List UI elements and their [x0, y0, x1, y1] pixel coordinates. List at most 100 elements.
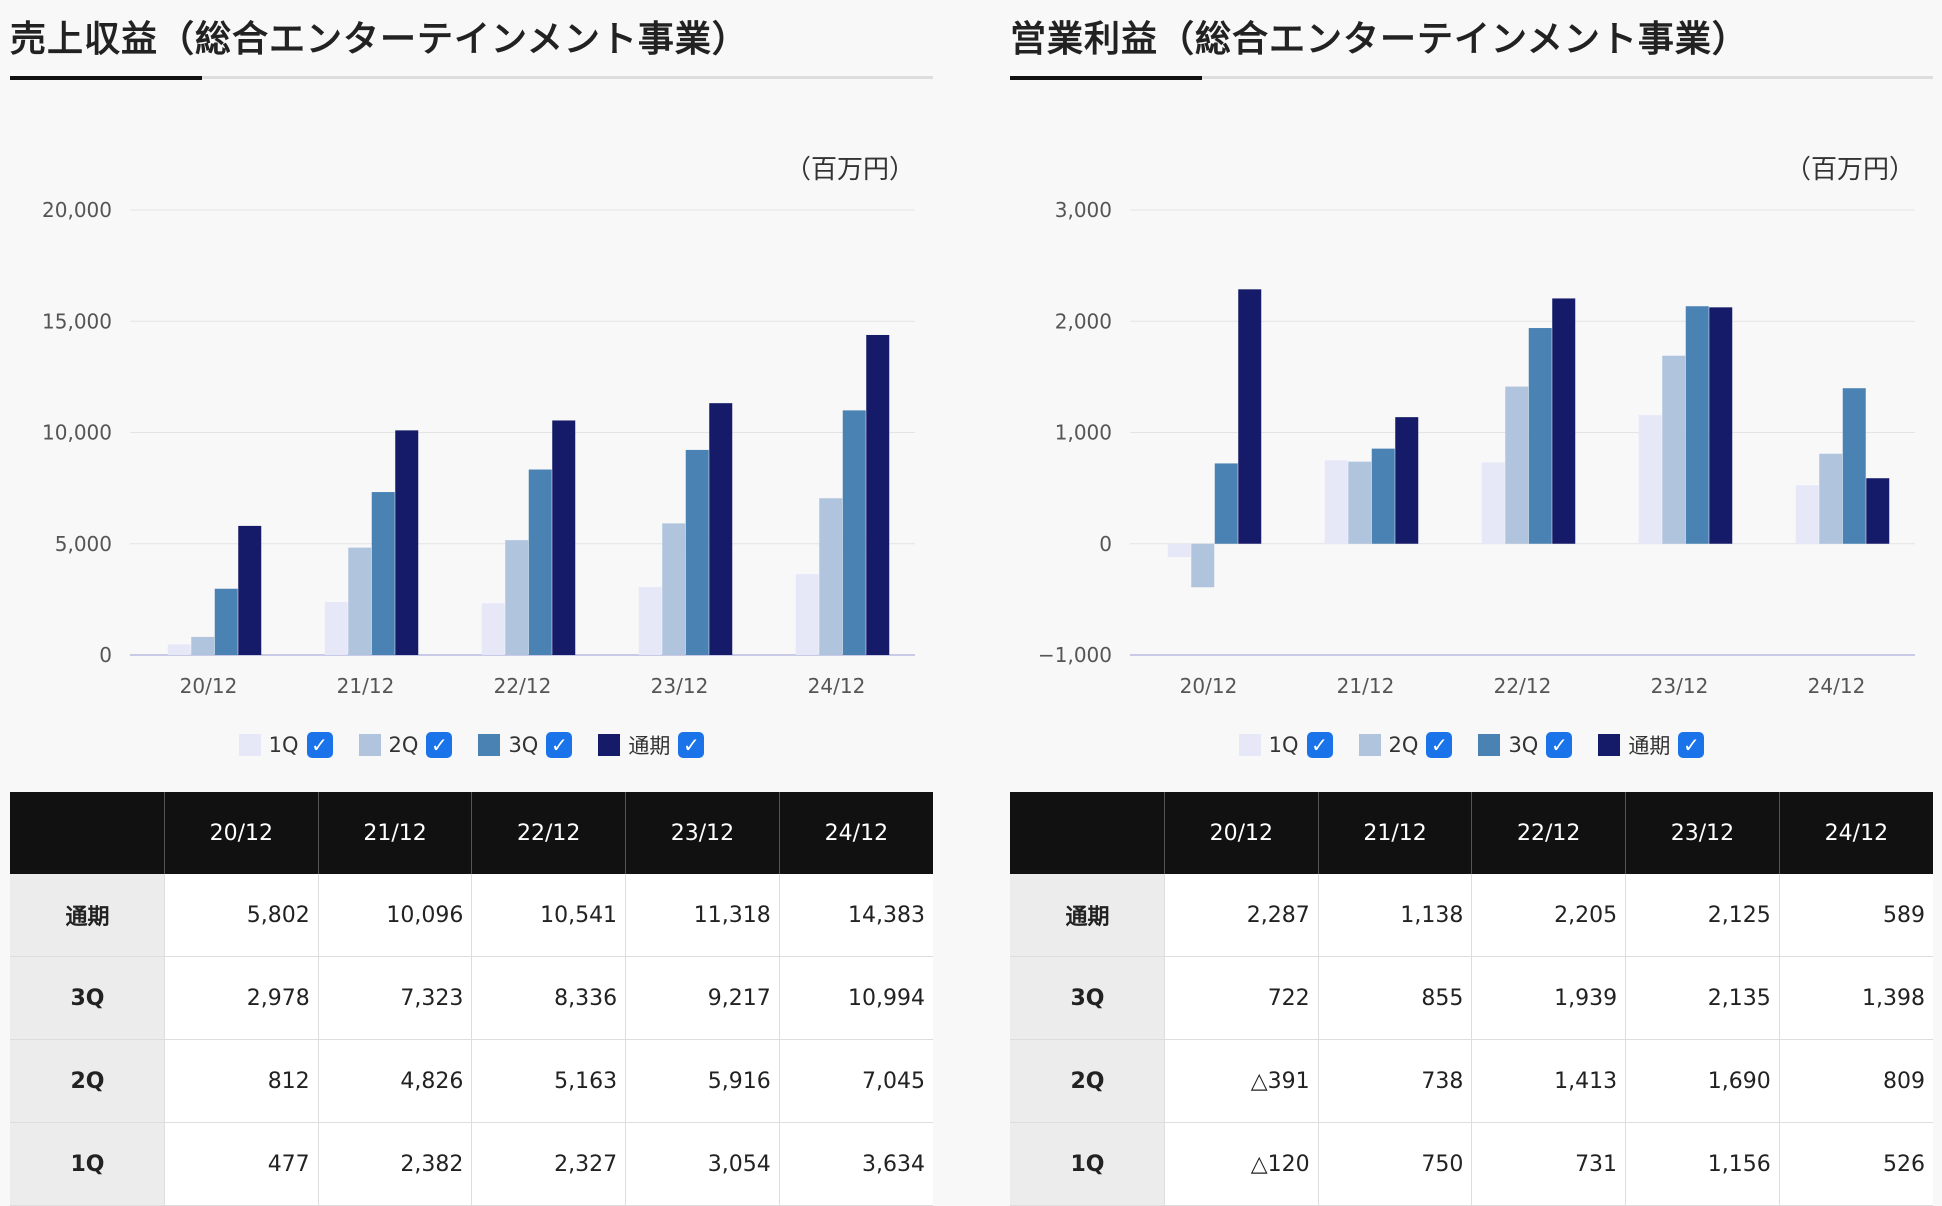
bar: [709, 403, 733, 655]
revenue-title: 売上収益（総合エンターテインメント事業）: [10, 19, 749, 60]
unit-label: （百万円）: [1785, 155, 1915, 185]
table-corner: [10, 792, 165, 874]
table-cell: 9,217: [625, 956, 780, 1040]
bar: [819, 498, 843, 655]
legend-label-full-year: 通期: [628, 734, 671, 758]
table-cell: 2,978: [164, 956, 319, 1040]
table-cell: 526: [1778, 1122, 1933, 1206]
table-corner: [1010, 792, 1165, 874]
table-cell: 2,382: [317, 1122, 472, 1206]
bar: [1324, 460, 1348, 544]
operating-profit-panel: 営業利益（総合エンターテインメント事業） （百万円） −1,000 0 1,000 2,…: [1010, 0, 1933, 1206]
unit-label: （百万円）: [785, 155, 915, 185]
column-header: 24/12: [1778, 792, 1933, 874]
table-cell: 2,135: [1625, 956, 1780, 1040]
y-tick-label: −1,000: [1038, 643, 1112, 667]
legend-item-3q[interactable]: 3Q ✓: [478, 732, 573, 758]
legend-swatch-full-year: [1598, 734, 1621, 756]
legend-label-1q: 1Q: [268, 733, 299, 757]
table-cell: 2,125: [1625, 874, 1780, 957]
revenue-table: 20/12 21/12 22/12 23/12 24/12 通期 5,802 1…: [10, 792, 933, 1206]
checkbox-checked-icon[interactable]: ✓: [546, 732, 573, 758]
bar: [1481, 462, 1505, 544]
x-tick-label: 22/12: [494, 674, 552, 698]
legend-label-3q: 3Q: [1508, 733, 1539, 757]
legend-label-1q: 1Q: [1268, 733, 1299, 757]
checkbox-checked-icon[interactable]: ✓: [1546, 732, 1573, 758]
table-cell: 1,413: [1471, 1039, 1626, 1123]
table-cell: 5,916: [625, 1039, 780, 1123]
table-cell: 7,323: [317, 956, 472, 1040]
table-row: 通期 2,287 1,138 2,205 2,125 589: [1010, 874, 1933, 957]
bar: [1638, 415, 1662, 544]
x-tick-label: 24/12: [1808, 674, 1866, 698]
checkbox-checked-icon[interactable]: ✓: [1426, 732, 1453, 758]
legend-item-1q[interactable]: 1Q ✓: [238, 732, 333, 758]
y-tick-label: 2,000: [1055, 309, 1112, 333]
table-cell: 10,096: [317, 874, 472, 957]
column-header: 20/12: [1164, 792, 1319, 874]
table-cell: △391: [1164, 1039, 1319, 1123]
column-header: 24/12: [778, 792, 933, 874]
legend-item-full-year[interactable]: 通期 ✓: [1598, 730, 1705, 760]
row-header: 3Q: [1010, 956, 1165, 1040]
bar: [638, 587, 662, 655]
table-cell: 10,541: [471, 874, 626, 957]
table-cell: 4,826: [317, 1039, 472, 1123]
bar: [238, 525, 262, 655]
legend-label-2q: 2Q: [388, 733, 419, 757]
y-tick-label: 3,000: [1055, 198, 1112, 222]
bar: [214, 588, 238, 655]
checkbox-checked-icon[interactable]: ✓: [426, 732, 453, 758]
bar: [481, 603, 505, 655]
bar: [866, 334, 890, 655]
y-tick-label: 1,000: [1055, 421, 1112, 445]
table-row: 通期 5,802 10,096 10,541 11,318 14,383: [10, 874, 933, 957]
operating-profit-chart: （百万円） −1,000 0 1,000 2,000 3,000 20/12 21/12 22/…: [1038, 155, 1915, 698]
operating-profit-title: 営業利益（総合エンターテインメント事業）: [1010, 19, 1749, 60]
legend-item-2q[interactable]: 2Q ✓: [358, 732, 453, 758]
checkbox-checked-icon[interactable]: ✓: [1306, 732, 1333, 758]
legend-item-3q[interactable]: 3Q ✓: [1478, 732, 1573, 758]
legend-item-full-year[interactable]: 通期 ✓: [598, 730, 705, 760]
bar: [324, 602, 348, 655]
legend-swatch-full-year: [598, 734, 621, 756]
column-header: 22/12: [1471, 792, 1626, 874]
table-cell: 731: [1471, 1122, 1626, 1206]
checkbox-checked-icon[interactable]: ✓: [1678, 732, 1705, 758]
table-cell: 3,054: [625, 1122, 780, 1206]
title-rule: [1010, 76, 1933, 79]
table-row: 2Q △391 738 1,413 1,690 809: [1010, 1039, 1933, 1123]
legend-item-2q[interactable]: 2Q ✓: [1358, 732, 1453, 758]
table-cell: 738: [1317, 1039, 1472, 1123]
bar: [1191, 543, 1215, 588]
column-header: 21/12: [1317, 792, 1472, 874]
bar: [348, 547, 372, 655]
table-cell: 2,287: [1164, 874, 1319, 957]
table-cell: 3,634: [778, 1122, 933, 1206]
legend-swatch-3q: [1478, 734, 1501, 756]
legend-swatch-1q: [238, 734, 261, 756]
table-cell: △120: [1164, 1122, 1319, 1206]
legend-label-3q: 3Q: [508, 733, 539, 757]
bar: [1238, 289, 1262, 544]
table-row: 2Q 812 4,826 5,163 5,916 7,045: [10, 1039, 933, 1123]
x-tick-label: 21/12: [337, 674, 395, 698]
table-cell: 1,690: [1625, 1039, 1780, 1123]
table-cell: 1,398: [1778, 956, 1933, 1040]
legend-swatch-2q: [358, 734, 381, 756]
checkbox-checked-icon[interactable]: ✓: [678, 732, 705, 758]
table-cell: 11,318: [625, 874, 780, 957]
legend-item-1q[interactable]: 1Q ✓: [1238, 732, 1333, 758]
bar: [1167, 543, 1191, 558]
y-tick-label: 5,000: [55, 532, 112, 556]
table-cell: 14,383: [778, 874, 933, 957]
bar: [1552, 298, 1576, 544]
bar: [395, 430, 419, 655]
checkbox-checked-icon[interactable]: ✓: [306, 732, 333, 758]
operating-profit-table: 20/12 21/12 22/12 23/12 24/12 通期 2,287 1…: [1010, 792, 1933, 1206]
table-cell: 2,205: [1471, 874, 1626, 957]
y-tick-label: 20,000: [42, 198, 112, 222]
table-cell: 7,045: [778, 1039, 933, 1123]
y-tick-label: 10,000: [42, 421, 112, 445]
